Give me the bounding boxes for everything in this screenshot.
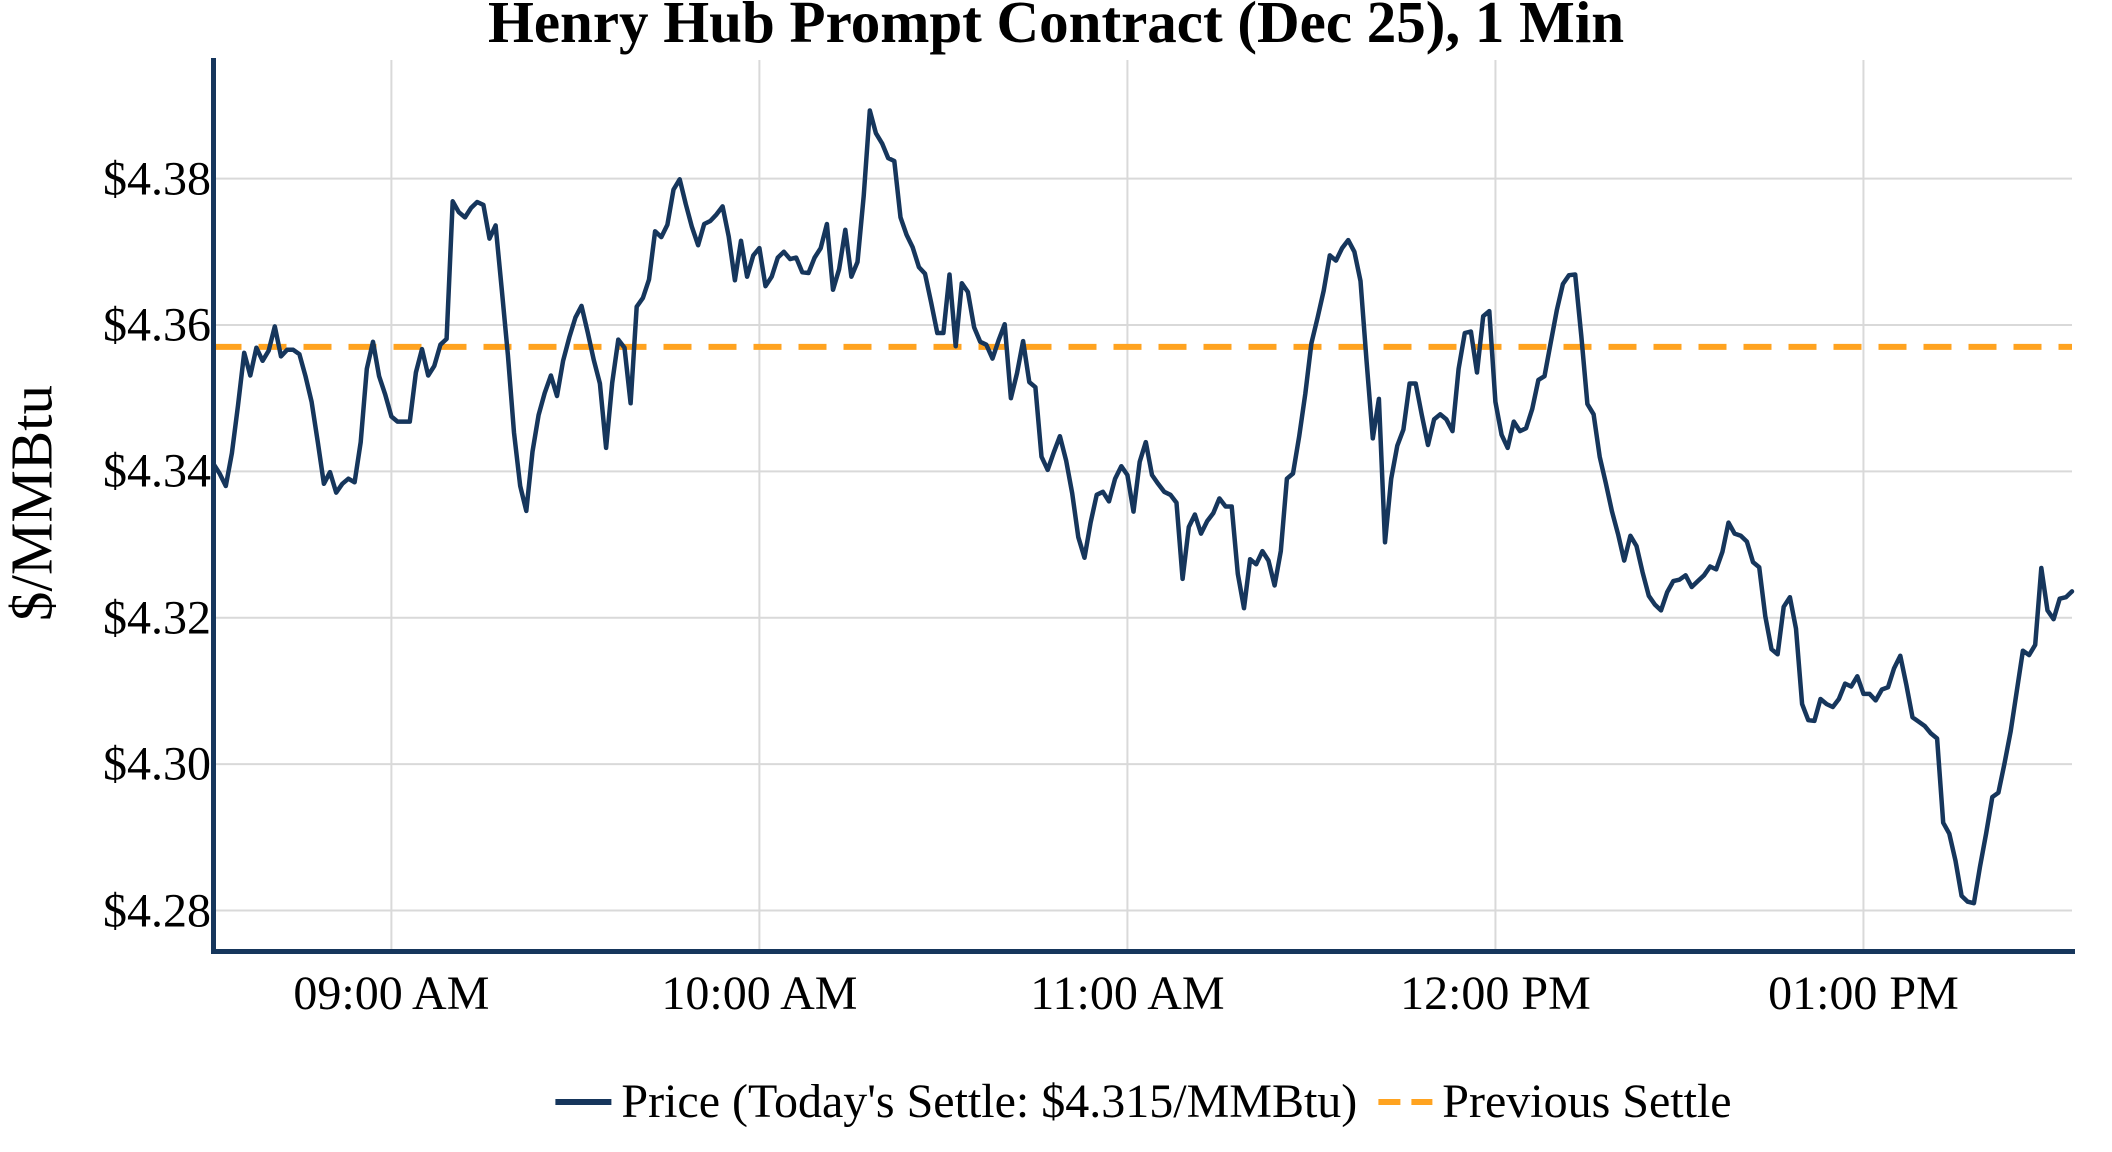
y-tick-label: $4.38 [103,152,211,206]
y-tick-label: $4.28 [103,884,211,937]
price-line-swatch [555,1098,612,1105]
y-tick-label: $4.34 [103,444,211,498]
y-tick-label: $4.36 [103,298,211,352]
x-tick-label: 09:00 AM [293,967,490,1020]
y-tick-label: $4.32 [103,591,211,645]
x-tick-label: 01:00 PM [1768,967,1959,1020]
chart-title: Henry Hub Prompt Contract (Dec 25), 1 Mi… [487,0,1625,55]
previous-settle-swatch [1378,1098,1433,1105]
legend-label-previous-settle: Previous Settle [1442,1075,1732,1128]
x-tick-label: 10:00 AM [661,967,858,1020]
x-tick-label: 11:00 AM [1030,967,1225,1020]
y-tick-label: $4.30 [103,737,211,791]
gridlines [213,60,2072,952]
legend-label-price: Price (Today's Settle: $4.315/MMBtu) [621,1075,1358,1128]
legend: Price (Today's Settle: $4.315/MMBtu) Pre… [554,1074,1732,1129]
x-tick-label: 12:00 PM [1400,967,1591,1020]
price-line [211,108,2075,906]
